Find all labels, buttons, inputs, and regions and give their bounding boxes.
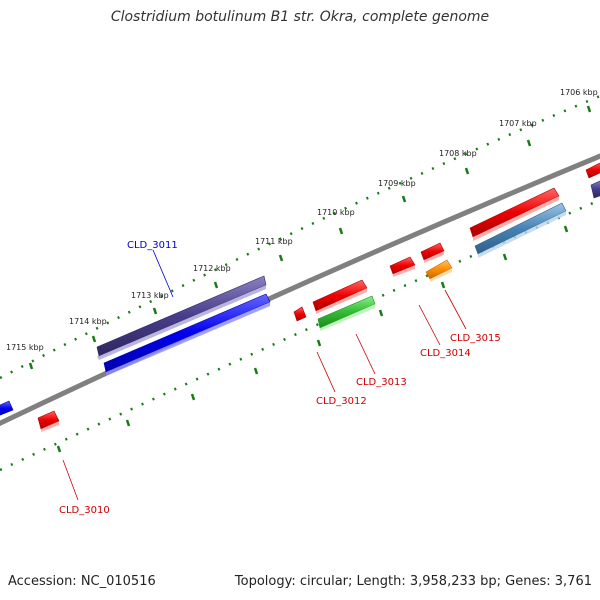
reverse-features	[0, 180, 600, 432]
lower-tick-1	[56, 445, 62, 453]
kbp-label-1715: 1715 kbp	[6, 343, 44, 352]
kbp-label-1713: 1713 kbp	[131, 291, 169, 300]
tick-1715	[28, 362, 34, 370]
lower-tick-5	[316, 339, 322, 347]
feature-orange-3015[interactable]	[425, 259, 453, 282]
gene-labels: CLD_3010 CLD_3011 CLD_3012 CLD_3013 CLD_…	[59, 240, 501, 516]
leader-cld-3011	[152, 249, 174, 298]
gene-label-cld-3013[interactable]: CLD_3013	[356, 377, 407, 388]
feature-purple-edge[interactable]	[590, 180, 600, 199]
genome-stats-text: Topology: circular; Length: 3,958,233 bp…	[234, 574, 592, 589]
upper-major-ticks	[28, 105, 592, 370]
ruler-labels: 1706 kbp 1707 kbp 1708 kbp 1709 kbp 1710…	[6, 88, 598, 352]
feature-red-small-left[interactable]	[293, 306, 307, 322]
lower-tick-9	[563, 225, 569, 233]
lower-tick-8	[502, 253, 508, 261]
gene-label-cld-3015[interactable]: CLD_3015	[450, 333, 501, 344]
gene-label-cld-3011[interactable]: CLD_3011	[127, 240, 178, 251]
feature-blue-edge-left[interactable]	[0, 400, 14, 416]
kbp-label-1706: 1706 kbp	[560, 88, 598, 97]
kbp-label-1707: 1707 kbp	[499, 119, 537, 128]
feature-steel[interactable]	[474, 202, 567, 258]
tick-1714	[91, 335, 97, 343]
lower-major-ticks	[56, 225, 569, 453]
kbp-label-1708: 1708 kbp	[439, 149, 477, 158]
feature-blue-long[interactable]	[103, 293, 271, 376]
tick-1708	[464, 167, 470, 175]
kbp-label-1710: 1710 kbp	[317, 208, 355, 217]
feature-red-3012a[interactable]	[312, 279, 368, 314]
leader-cld-3015	[444, 289, 467, 330]
feature-red-long[interactable]	[469, 187, 560, 241]
lower-tick-4	[253, 367, 259, 375]
leader-cld-3012	[316, 351, 336, 393]
kbp-label-1711: 1711 kbp	[255, 237, 293, 246]
lower-tick-7	[440, 281, 446, 289]
tick-1711	[278, 254, 284, 262]
tick-1710	[338, 227, 344, 235]
map-title: Clostridium botulinum B1 str. Okra, comp…	[110, 9, 490, 25]
leader-lines	[62, 249, 467, 501]
kbp-label-1712: 1712 kbp	[193, 264, 231, 273]
tick-1709	[401, 195, 407, 203]
feature-red-3010[interactable]	[37, 410, 60, 432]
feature-red-edge[interactable]	[585, 162, 600, 179]
feature-red-3015a[interactable]	[420, 242, 445, 263]
kbp-label-1709: 1709 kbp	[378, 179, 416, 188]
lower-tick-6	[378, 309, 384, 317]
leader-cld-3013	[355, 333, 376, 375]
feature-green-3013[interactable]	[317, 295, 376, 331]
tick-1707	[526, 139, 532, 147]
gene-label-cld-3012[interactable]: CLD_3012	[316, 396, 367, 407]
feature-cld-3011-outer[interactable]	[96, 275, 267, 360]
tick-1712	[213, 281, 219, 289]
gene-label-cld-3010[interactable]: CLD_3010	[59, 505, 110, 516]
leader-cld-3014	[418, 304, 441, 346]
accession-text: Accession: NC_010516	[8, 574, 156, 589]
kbp-label-1714: 1714 kbp	[69, 317, 107, 326]
lower-tick-3	[190, 393, 196, 401]
genome-backbone	[0, 153, 600, 427]
tick-1713	[152, 307, 158, 315]
gene-label-cld-3014[interactable]: CLD_3014	[420, 348, 471, 359]
lower-tick-2	[125, 419, 131, 427]
tick-1706	[586, 105, 592, 113]
feature-red-3014a[interactable]	[389, 256, 416, 277]
leader-cld-3010	[62, 459, 79, 501]
forward-features	[96, 162, 600, 360]
